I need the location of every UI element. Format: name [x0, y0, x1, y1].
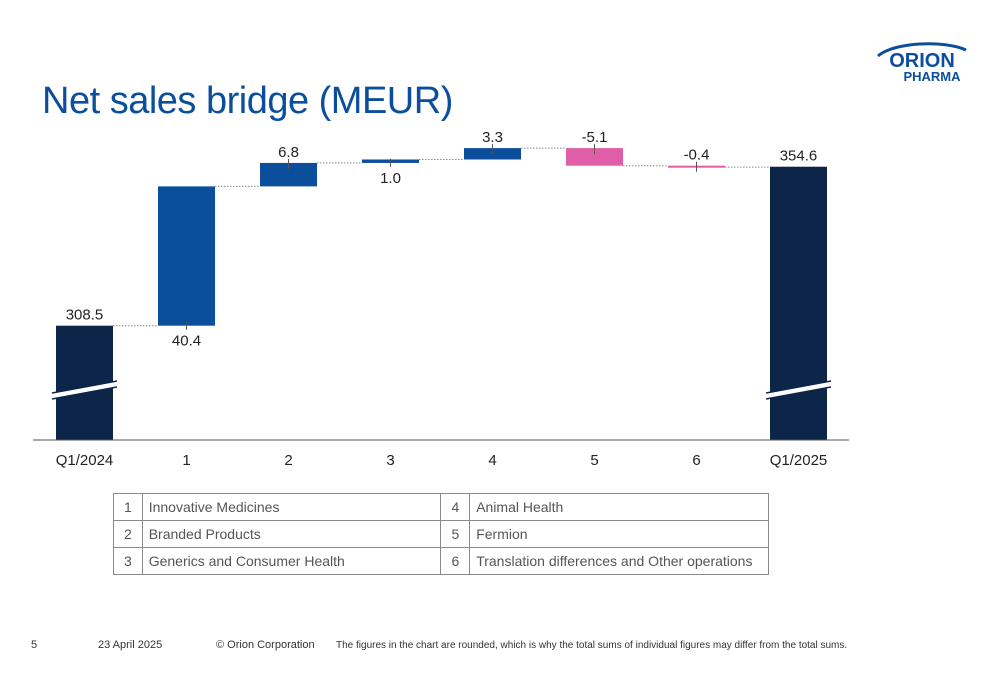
axis-break-line — [51, 380, 118, 394]
x-tick-label: Q1/2025 — [770, 452, 828, 469]
legend-label: Innovative Medicines — [141, 493, 442, 521]
value-label: 354.6 — [780, 148, 818, 165]
value-labels: 308.5 40.4 6.8 1.0 3.3 -5.1 -0.4 354.6 — [66, 129, 818, 350]
value-label: 3.3 — [482, 129, 503, 146]
value-label: 308.5 — [66, 307, 104, 324]
logo-swoosh — [877, 42, 967, 58]
bar — [158, 186, 215, 326]
legend-row: 1 Innovative Medicines 4 Animal Health — [113, 493, 769, 521]
bars — [51, 144, 832, 441]
x-tick-label: 1 — [182, 452, 190, 469]
bar — [260, 162, 317, 187]
legend-number: 6 — [440, 547, 471, 575]
page-title: Net sales bridge (MEUR) — [42, 80, 453, 122]
legend-label: Animal Health — [469, 493, 769, 521]
axis-break — [51, 381, 118, 399]
x-tick-label: 3 — [386, 452, 394, 469]
legend-label: Branded Products — [141, 520, 442, 548]
legend-number: 4 — [440, 493, 471, 521]
connector-lines — [113, 147, 770, 327]
value-label: -5.1 — [582, 129, 608, 146]
bar — [566, 148, 623, 166]
x-tick-label: Q1/2024 — [56, 452, 114, 469]
legend-label: Translation differences and Other operat… — [469, 547, 769, 575]
page-number: 5 — [31, 639, 38, 651]
value-label: -0.4 — [684, 147, 710, 164]
footer-note: The figures in the chart are rounded, wh… — [336, 640, 848, 651]
value-label: 40.4 — [172, 333, 201, 350]
waterfall-chart: 308.5 40.4 6.8 1.0 3.3 -5.1 -0.4 354.6 Q1/2024 1… — [33, 129, 849, 469]
x-tick-labels: Q1/2024 1 2 3 4 5 6 Q1/2025 — [56, 452, 828, 469]
footer-date: 23 April 2025 — [98, 639, 163, 651]
x-tick-label: 5 — [590, 452, 598, 469]
axis-break-line — [765, 380, 832, 394]
x-tick-label: 6 — [692, 452, 700, 469]
axis-break-line — [765, 386, 832, 400]
axis-break-line — [51, 386, 118, 400]
legend-label: Generics and Consumer Health — [141, 547, 442, 575]
logo-text-pharma: PHARMA — [903, 69, 961, 84]
axis-break — [765, 381, 832, 399]
bar — [770, 166, 827, 441]
x-tick-label: 2 — [284, 452, 292, 469]
value-label: 6.8 — [278, 144, 299, 161]
legend-row: 2 Branded Products 5 Fermion — [113, 520, 769, 548]
value-label: 1.0 — [380, 170, 401, 187]
orion-pharma-logo: ORION PHARMA — [877, 42, 967, 84]
legend-number: 2 — [113, 520, 143, 548]
logo-text-orion: ORION — [889, 50, 955, 72]
legend-number: 3 — [113, 547, 143, 575]
legend-number: 1 — [113, 493, 143, 521]
legend-table: 1 Innovative Medicines 4 Animal Health 2 Bran… — [113, 493, 769, 575]
legend-number: 5 — [440, 520, 471, 548]
legend-row: 3 Generics and Consumer Health 6 Translatio… — [113, 547, 769, 575]
legend-label: Fermion — [469, 520, 769, 548]
footer-copyright: © Orion Corporation — [216, 639, 315, 651]
x-tick-label: 4 — [488, 452, 496, 469]
